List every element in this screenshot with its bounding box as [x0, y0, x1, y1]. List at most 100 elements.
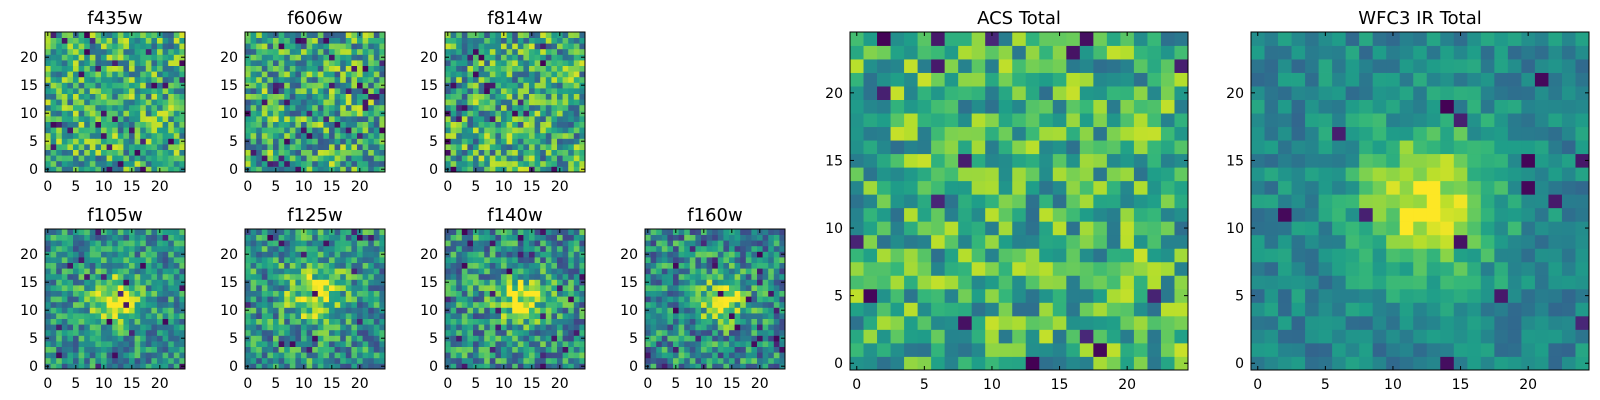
heatmap-cell	[473, 324, 479, 331]
heatmap-cell	[250, 307, 257, 314]
heatmap-cell	[295, 273, 302, 280]
heatmap-cell	[340, 251, 347, 258]
heatmap-cell	[50, 93, 57, 100]
heatmap-cell	[529, 82, 535, 89]
heatmap-cell	[301, 307, 307, 314]
heatmap-cell	[478, 341, 485, 347]
heatmap-cell	[729, 279, 735, 286]
heatmap-cell	[134, 313, 141, 319]
heatmap-cell	[1147, 302, 1162, 317]
heatmap-cell	[106, 240, 113, 247]
heatmap-cell	[317, 127, 324, 134]
heatmap-cell	[1052, 302, 1067, 317]
heatmap-cell	[162, 357, 169, 364]
heatmap-cell	[261, 43, 268, 50]
heatmap-cell	[650, 245, 657, 252]
heatmap-cell	[168, 166, 175, 173]
heatmap-cell	[656, 279, 663, 286]
heatmap-cell	[529, 127, 535, 134]
heatmap-cell	[250, 121, 257, 128]
heatmap-cell	[112, 273, 119, 280]
heatmap-cell	[495, 296, 502, 303]
heatmap-cell	[329, 160, 335, 167]
heatmap-cell	[673, 324, 679, 331]
heatmap-cell	[1025, 167, 1040, 182]
heatmap-cell	[312, 116, 319, 122]
heatmap-cell	[706, 257, 713, 263]
heatmap-cell	[345, 127, 352, 134]
heatmap-cell	[129, 88, 135, 94]
heatmap-cell	[540, 301, 547, 308]
heatmap-cell	[773, 301, 780, 308]
heatmap-cell	[523, 37, 530, 44]
heatmap-cell	[357, 318, 363, 325]
heatmap-cell	[245, 234, 251, 241]
heatmap-cell	[267, 296, 274, 303]
heatmap-cell	[478, 99, 485, 106]
heatmap-cell	[461, 313, 468, 319]
heatmap-cell	[73, 132, 79, 139]
heatmap-cell	[117, 54, 124, 61]
heatmap-cell	[998, 356, 1013, 371]
heatmap-cell	[50, 363, 57, 370]
heatmap-cell	[250, 234, 257, 241]
heatmap-cell	[751, 251, 758, 258]
heatmap-cell	[340, 262, 347, 269]
heatmap-cell	[723, 363, 730, 370]
heatmap-cell	[129, 341, 135, 347]
heatmap-cell	[289, 76, 296, 83]
heatmap-cell	[562, 363, 569, 370]
heatmap-cell	[1039, 329, 1054, 344]
heatmap-cell	[151, 99, 158, 106]
heatmap-cell	[289, 99, 296, 106]
heatmap-cell	[73, 76, 79, 83]
heatmap-cell	[95, 43, 102, 50]
heatmap-cell	[117, 257, 124, 263]
heatmap-cell	[140, 301, 147, 308]
heatmap-cell	[368, 99, 375, 106]
heatmap-cell	[877, 302, 891, 317]
heatmap-cell	[489, 273, 496, 280]
heatmap-cell	[267, 149, 274, 156]
heatmap-cell	[723, 318, 730, 325]
heatmap-cell	[329, 121, 335, 128]
heatmap-cell	[579, 116, 586, 122]
heatmap-cell	[95, 335, 102, 342]
heatmap-cell	[151, 262, 158, 269]
heatmap-cell	[329, 335, 335, 342]
heatmap-cell	[1133, 315, 1148, 330]
heatmap-cell	[762, 257, 769, 263]
heatmap-cell	[456, 324, 463, 331]
heatmap-cell	[256, 318, 263, 325]
heatmap-cell	[306, 273, 313, 280]
heatmap-cell	[489, 324, 496, 331]
heatmap-cell	[295, 99, 302, 106]
heatmap-cell	[450, 110, 457, 117]
heatmap-cell	[473, 301, 479, 308]
heatmap-cell	[89, 324, 96, 331]
heatmap-cell	[473, 127, 479, 134]
heatmap-cell	[573, 48, 580, 55]
heatmap-cell	[958, 180, 973, 195]
heatmap-cell	[151, 357, 158, 364]
heatmap-cell	[904, 302, 918, 317]
heatmap-cell	[568, 313, 575, 319]
heatmap-cell	[89, 234, 96, 241]
heatmap-cell	[562, 155, 569, 162]
heatmap-cell	[261, 301, 268, 308]
heatmap-cell	[101, 268, 107, 275]
heatmap-cell	[362, 65, 369, 72]
heatmap-cell	[689, 257, 696, 263]
heatmap-cell	[917, 261, 932, 276]
heatmap-cell	[61, 290, 68, 297]
heatmap-cell	[562, 234, 569, 241]
heatmap-cell	[534, 166, 541, 173]
heatmap-cell	[112, 32, 119, 38]
heatmap-cell	[579, 127, 586, 134]
heatmap-cell	[706, 352, 713, 359]
heatmap-cell	[573, 160, 580, 167]
heatmap-cell	[351, 268, 358, 275]
heatmap-cell	[368, 257, 375, 263]
heatmap-cell	[250, 71, 257, 78]
heatmap-cell	[529, 65, 535, 72]
